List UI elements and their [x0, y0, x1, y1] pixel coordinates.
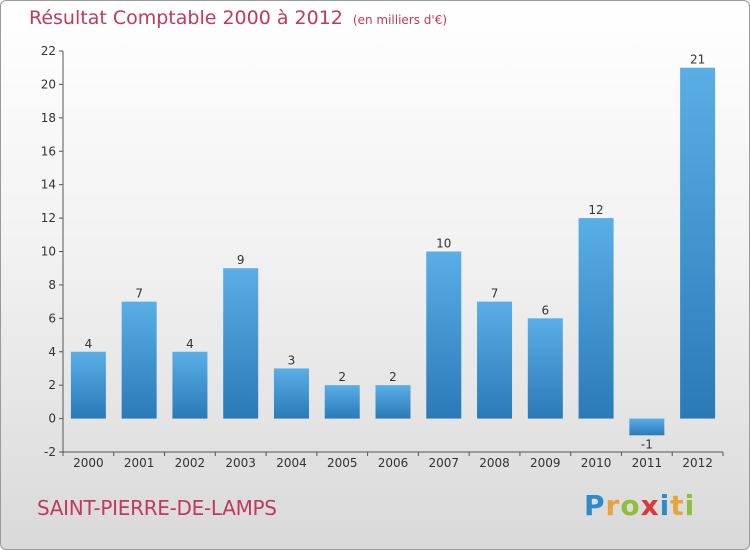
chart-title: Résultat Comptable 2000 à 2012 (en millie…	[29, 7, 447, 29]
bar-2003	[223, 268, 259, 419]
x-tick-label: 2012	[682, 456, 713, 470]
bar-2007	[426, 251, 462, 419]
bar-2000	[70, 351, 106, 419]
bar-value-label: 7	[135, 287, 143, 301]
bar-2009	[527, 318, 563, 419]
x-tick-label: 2003	[225, 456, 256, 470]
x-tick-label: 2004	[276, 456, 307, 470]
bar-value-label: 7	[491, 287, 499, 301]
bar-2004	[273, 368, 309, 419]
y-tick-label: 4	[48, 345, 56, 359]
chart-title-text: Résultat Comptable 2000 à 2012	[29, 7, 343, 29]
chart-subtitle: (en milliers d'€)	[352, 13, 448, 27]
x-tick-label: 2008	[479, 456, 510, 470]
bar-value-label: 4	[186, 337, 194, 351]
y-tick-label: 14	[41, 178, 56, 192]
y-tick-label: 2	[48, 378, 56, 392]
y-tick-label: 0	[48, 412, 56, 426]
commune-name: SAINT-PIERRE-DE-LAMPS	[37, 496, 277, 520]
y-tick-label: 16	[41, 144, 56, 158]
y-tick-label: 8	[48, 278, 56, 292]
bar-2012	[680, 67, 716, 419]
x-tick-label: 2001	[124, 456, 155, 470]
y-tick-label: 22	[41, 44, 56, 58]
bar-value-label: 10	[436, 237, 451, 251]
y-tick-label: -2	[44, 445, 56, 459]
bar-2005	[324, 385, 360, 419]
bar-2008	[477, 301, 513, 419]
y-tick-label: 6	[48, 311, 56, 325]
bar-value-label: 6	[541, 303, 549, 317]
bar-value-label: 4	[85, 337, 93, 351]
y-tick-label: 10	[41, 245, 56, 259]
bar-value-label: 9	[237, 253, 245, 267]
bar-2011	[629, 418, 665, 436]
x-tick-label: 2005	[327, 456, 358, 470]
x-tick-label: 2006	[378, 456, 409, 470]
x-tick-label: 2002	[175, 456, 206, 470]
bar-value-label: 2	[338, 370, 346, 384]
x-tick-label: 2010	[581, 456, 612, 470]
x-tick-label: 2009	[530, 456, 561, 470]
y-tick-label: 12	[41, 211, 56, 225]
x-tick-label: 2007	[428, 456, 459, 470]
bar-value-label: 21	[690, 53, 705, 67]
y-tick-label: 20	[41, 77, 56, 91]
bar-value-label: 12	[588, 203, 603, 217]
bar-2006	[375, 385, 411, 419]
bar-2002	[172, 351, 208, 419]
x-tick-label: 2000	[73, 456, 104, 470]
proxiti-logo[interactable]: Proxiti	[584, 489, 696, 522]
y-tick-label: 18	[41, 111, 56, 125]
bar-value-label: 2	[389, 370, 397, 384]
bar-2010	[578, 218, 614, 419]
bar-value-label: -1	[641, 437, 653, 451]
bar-value-label: 3	[288, 353, 296, 367]
x-tick-label: 2011	[632, 456, 663, 470]
bar-2001	[121, 301, 157, 419]
